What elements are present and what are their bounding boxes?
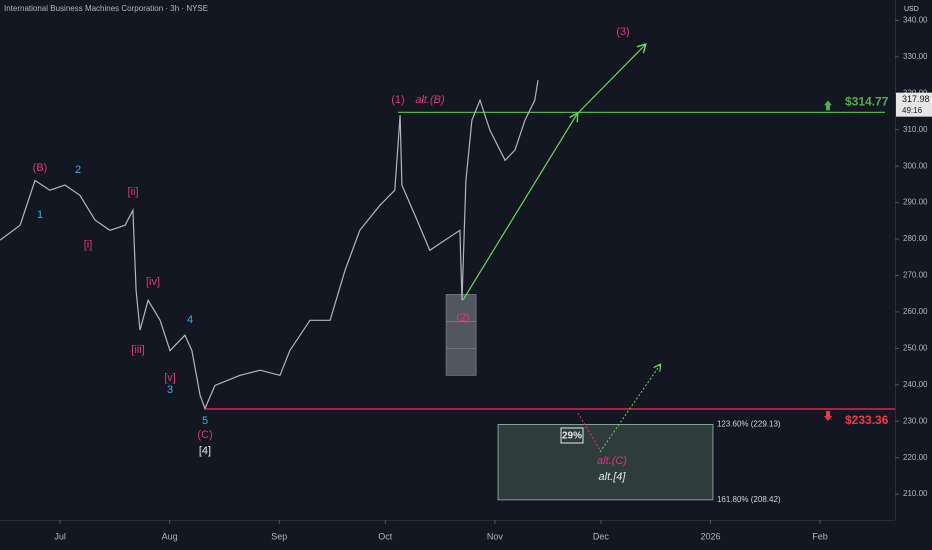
wave-label: (3): [616, 26, 629, 38]
price-tag: [896, 92, 932, 117]
level-label: $314.77: [845, 95, 889, 109]
y-tick-label: 300.00: [903, 161, 928, 170]
chart-title: International Business Machines Corporat…: [4, 4, 208, 13]
y-tick-label: 260.00: [903, 307, 928, 316]
level-arrow: [824, 411, 832, 422]
price-tag-countdown: 49:16: [902, 106, 923, 115]
wave2-zone: [445, 294, 477, 376]
projection-arrow: [462, 114, 577, 301]
wave-label: (B): [33, 162, 48, 174]
probability-box: [560, 427, 584, 444]
probability: 29%: [562, 431, 582, 442]
wave-label: alt.(B): [415, 94, 445, 106]
x-tick-label: Feb: [812, 531, 828, 541]
alt-arrow: [599, 365, 660, 453]
wave-label: (C): [197, 429, 212, 441]
y-tick-label: 250.00: [903, 343, 928, 352]
wave-label: 2: [75, 164, 81, 176]
price-line: [0, 80, 539, 411]
level-arrow: [824, 100, 832, 111]
x-tick-label: 2026: [700, 531, 720, 541]
price-tag-value: 317.98: [902, 94, 930, 104]
wave-label: (1): [391, 94, 404, 106]
wave-label: [ii]: [128, 186, 139, 198]
x-tick-label: Sep: [271, 531, 287, 541]
wave-label: [iii]: [131, 344, 144, 356]
x-tick-label: Aug: [162, 531, 178, 541]
wave-label: 5: [202, 415, 208, 427]
wave-label: 4: [187, 314, 193, 326]
wave-label: 3: [167, 384, 173, 396]
currency: USD: [904, 6, 919, 13]
level-label: $233.36: [845, 413, 889, 427]
y-tick-label: 240.00: [903, 380, 928, 389]
y-tick-label: 210.00: [903, 489, 928, 498]
wave-label: [v]: [164, 372, 176, 384]
fib-label: 161.80% (208.42): [717, 495, 781, 504]
y-tick-label: 220.00: [903, 453, 928, 462]
y-tick-label: 310.00: [903, 125, 928, 134]
projection-arrow: [576, 45, 645, 115]
wave-label: [i]: [84, 239, 93, 251]
fib-label: 123.60% (229.13): [717, 420, 781, 429]
wave-label: 1: [37, 209, 43, 221]
alt-arrow: [577, 412, 601, 451]
wave-label: alt.[4]: [599, 471, 627, 483]
y-tick-label: 330.00: [903, 52, 928, 61]
x-tick-label: Oct: [378, 531, 393, 541]
y-tick-label: 230.00: [903, 416, 928, 425]
wave-label: (2): [456, 312, 469, 324]
y-tick-label: 280.00: [903, 234, 928, 243]
wave-label: [iv]: [146, 276, 160, 288]
y-tick-label: 270.00: [903, 271, 928, 280]
target-zone: [497, 424, 714, 501]
y-tick-label: 290.00: [903, 198, 928, 207]
wave-label: alt.(C): [597, 455, 627, 467]
x-tick-label: Nov: [487, 531, 504, 541]
x-tick-label: Dec: [593, 531, 610, 541]
y-tick-label: 340.00: [903, 16, 928, 25]
wave-label: [4]: [199, 445, 211, 457]
x-tick-label: Jul: [54, 531, 66, 541]
